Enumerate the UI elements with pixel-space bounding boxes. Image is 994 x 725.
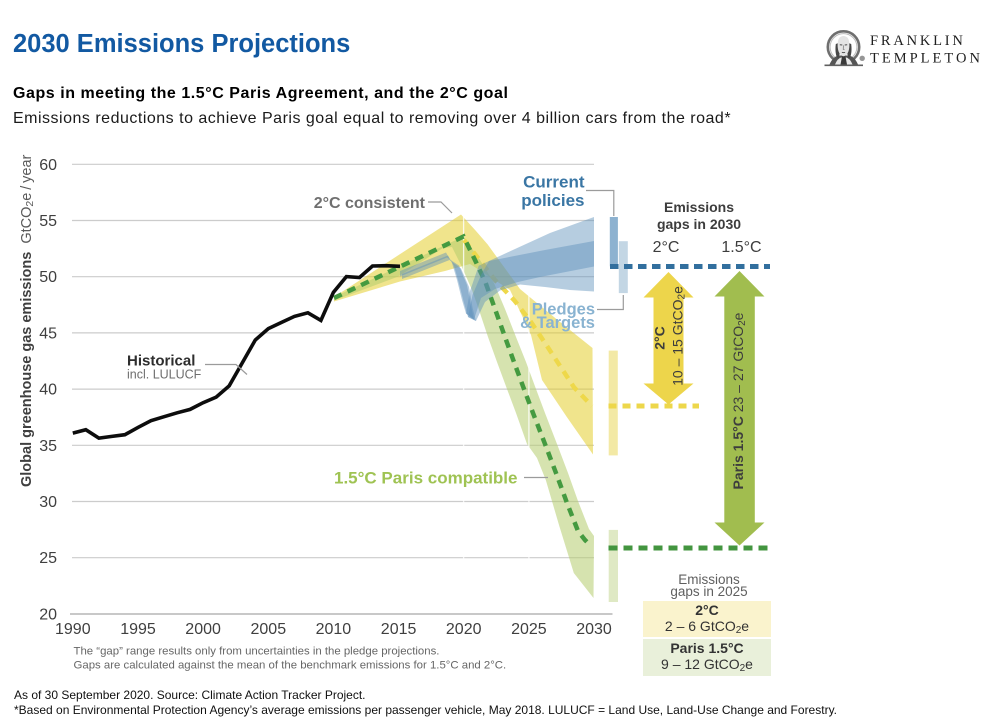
svg-text:Global greenhouse gas emission: Global greenhouse gas emissions GtCO2e /… (19, 154, 36, 487)
svg-text:FRANKLIN: FRANKLIN (870, 33, 966, 49)
svg-text:10 – 15 GtCO2e: 10 – 15 GtCO2e (670, 286, 688, 386)
svg-text:TEMPLETON: TEMPLETON (870, 51, 983, 67)
svg-text:gaps in 2025: gaps in 2025 (670, 584, 747, 599)
svg-text:2 – 6 GtCO2e: 2 – 6 GtCO2e (665, 618, 749, 636)
svg-text:2005: 2005 (251, 621, 287, 638)
svg-text:30: 30 (39, 494, 57, 511)
svg-text:50: 50 (39, 269, 57, 286)
svg-text:Current: Current (523, 173, 585, 192)
svg-text:2°C: 2°C (653, 239, 680, 256)
svg-text:1990: 1990 (55, 621, 91, 638)
svg-text:Paris 1.5°C: Paris 1.5°C (670, 640, 743, 656)
svg-text:40: 40 (39, 382, 57, 399)
svg-text:20: 20 (39, 606, 57, 623)
svg-text:2015: 2015 (381, 621, 417, 638)
svg-text:1.5°C: 1.5°C (721, 239, 761, 256)
svg-text:60: 60 (39, 157, 57, 174)
svg-text:35: 35 (39, 438, 57, 455)
svg-text:2°C consistent: 2°C consistent (314, 195, 426, 212)
svg-text:1.5°C Paris compatible: 1.5°C Paris compatible (334, 469, 517, 488)
svg-text:incl. LULUCF: incl. LULUCF (127, 368, 202, 382)
svg-text:2000: 2000 (185, 621, 221, 638)
svg-text:2°C: 2°C (652, 326, 668, 350)
svg-text:gaps in 2030: gaps in 2030 (657, 216, 741, 232)
svg-text:2030: 2030 (576, 621, 612, 638)
svg-text:policies: policies (521, 191, 584, 210)
svg-text:Paris 1.5°C 23 – 27 GtCO2e: Paris 1.5°C 23 – 27 GtCO2e (730, 312, 748, 489)
svg-text:2010: 2010 (316, 621, 352, 638)
svg-text:2025: 2025 (511, 621, 547, 638)
svg-text:45: 45 (39, 325, 57, 342)
svg-text:55: 55 (39, 213, 57, 230)
svg-text:Historical: Historical (127, 353, 195, 370)
svg-text:Pledges: Pledges (532, 301, 595, 319)
svg-text:2°C: 2°C (695, 602, 719, 618)
svg-text:Gaps are calculated against th: Gaps are calculated against the mean of … (74, 660, 507, 672)
svg-text:25: 25 (39, 550, 57, 567)
svg-text:The “gap” range results only f: The “gap” range results only from uncert… (74, 646, 440, 658)
svg-text:Emissions: Emissions (664, 199, 734, 215)
svg-text:1995: 1995 (120, 621, 156, 638)
svg-text:9 – 12 GtCO2e: 9 – 12 GtCO2e (661, 656, 753, 674)
svg-text:& Targets: & Targets (520, 314, 595, 332)
svg-text:Emissions: Emissions (678, 572, 740, 587)
svg-text:2020: 2020 (446, 621, 482, 638)
